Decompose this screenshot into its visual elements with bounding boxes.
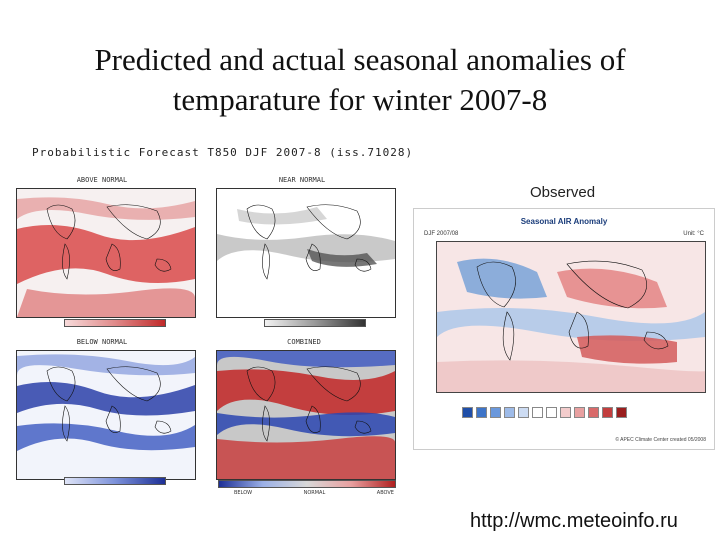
colorbar-below [64, 477, 166, 485]
legend-swatch [616, 407, 627, 418]
legend-swatch [504, 407, 515, 418]
colorbar-combined [218, 480, 396, 488]
slide-title: Predicted and actual seasonal anomalies … [0, 40, 720, 120]
legend-swatch [588, 407, 599, 418]
legend-swatch [476, 407, 487, 418]
source-url: http://wmc.meteoinfo.ru [470, 510, 678, 532]
legend-swatch [490, 407, 501, 418]
map-below-normal [16, 350, 196, 480]
panel-combined: COMBINED BELOW NORMAL ABOVE [204, 338, 404, 498]
observed-label: Observed [530, 184, 596, 201]
title-line-1: Predicted and actual seasonal anomalies … [94, 42, 626, 77]
label-normal: NORMAL [303, 490, 326, 496]
panel-title: COMBINED [287, 338, 321, 346]
colorbar-above [64, 319, 166, 327]
observed-legend [462, 407, 627, 418]
legend-swatch [574, 407, 585, 418]
panel-below-normal: BELOW NORMAL [4, 338, 200, 490]
label-below: BELOW [234, 490, 253, 496]
title-line-2: temparature for winter 2007-8 [172, 82, 548, 117]
colorbar-combined-labels: BELOW NORMAL ABOVE [234, 490, 394, 496]
observed-unit: Unit: °C [683, 231, 704, 237]
observed-panel: Seasonal AIR Anomaly DJF 2007/08 Unit: °… [413, 208, 715, 450]
observed-period: DJF 2007/08 [424, 231, 459, 237]
observed-credit: © APEC Climate Center created 05/2008 [615, 437, 706, 443]
legend-swatch [518, 407, 529, 418]
legend-swatch [546, 407, 557, 418]
legend-swatch [602, 407, 613, 418]
map-near-normal [216, 188, 396, 318]
panel-title: ABOVE NORMAL [76, 176, 128, 184]
legend-swatch [532, 407, 543, 418]
observed-map [436, 241, 706, 393]
map-combined [216, 350, 396, 480]
panel-title: BELOW NORMAL [76, 338, 128, 346]
panel-title: NEAR NORMAL [278, 176, 326, 184]
colorbar-near [264, 319, 366, 327]
panel-near-normal: NEAR NORMAL [204, 176, 400, 328]
panel-above-normal: ABOVE NORMAL [4, 176, 200, 328]
map-above-normal [16, 188, 196, 318]
legend-swatch [560, 407, 571, 418]
label-above: ABOVE [376, 490, 394, 496]
observed-title: Seasonal AIR Anomaly [520, 217, 608, 226]
legend-swatch [462, 407, 473, 418]
forecast-subtitle: Probabilistic Forecast T850 DJF 2007-8 (… [32, 146, 414, 159]
